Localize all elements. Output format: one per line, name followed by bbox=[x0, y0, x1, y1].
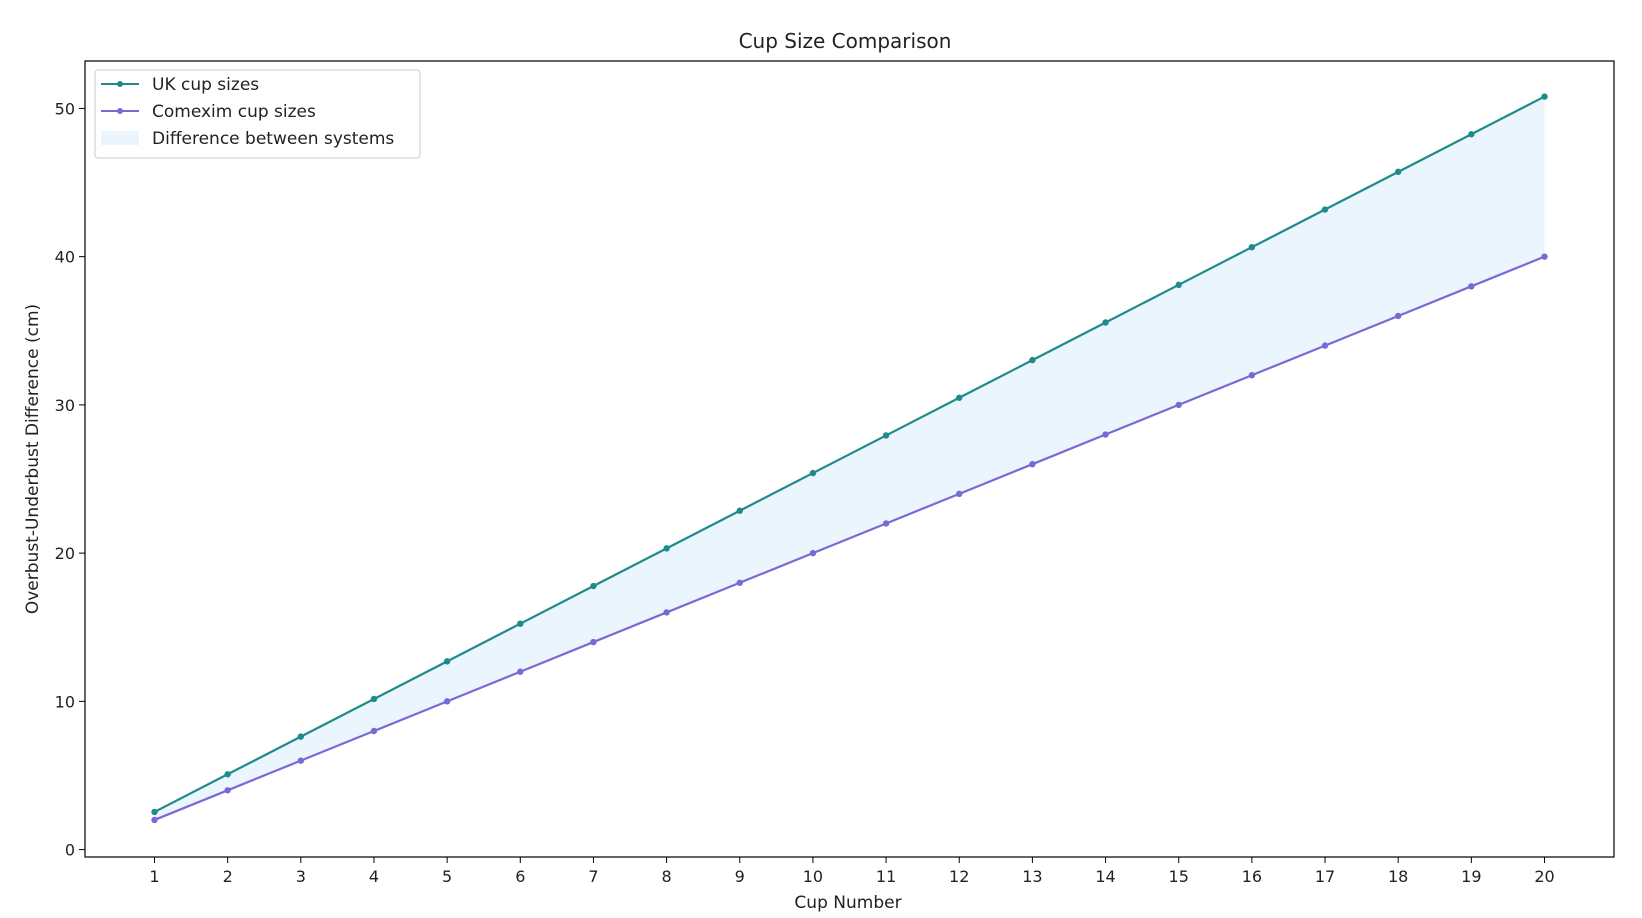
difference-area bbox=[154, 96, 1545, 820]
data-point-comexim bbox=[590, 638, 597, 646]
series-line-uk bbox=[153, 95, 1546, 813]
data-point-uk bbox=[443, 658, 451, 665]
data-point-uk bbox=[809, 469, 817, 477]
data-point-uk bbox=[663, 545, 670, 552]
data-point-comexim bbox=[956, 490, 963, 498]
x-tick-label: 16 bbox=[1242, 867, 1262, 886]
data-point-uk bbox=[1102, 319, 1109, 326]
data-point-comexim bbox=[443, 698, 451, 705]
data-point-uk bbox=[1175, 281, 1182, 289]
data-point-uk bbox=[736, 507, 743, 514]
y-axis-label: Overbust-Underbust Difference (cm) bbox=[23, 304, 43, 614]
x-tick-label: 5 bbox=[442, 867, 452, 886]
data-point-uk bbox=[1468, 131, 1475, 138]
data-point-comexim bbox=[517, 668, 524, 675]
data-point-uk bbox=[1321, 206, 1329, 213]
data-point-comexim bbox=[370, 727, 378, 735]
x-tick-label: 19 bbox=[1461, 867, 1481, 886]
data-point-uk bbox=[1541, 93, 1548, 100]
data-point-comexim bbox=[1321, 342, 1329, 349]
x-axis: 1 2 3 4 5 6 7 8 9 10 11 12 13 14 15 16 17 18 19 20 bbox=[149, 857, 1555, 886]
y-tick-label: 40 bbox=[55, 248, 75, 267]
y-tick-label: 20 bbox=[55, 544, 75, 563]
data-point-comexim bbox=[882, 520, 890, 527]
data-point-comexim bbox=[1468, 283, 1475, 290]
data-point-uk bbox=[882, 432, 890, 439]
data-point-comexim bbox=[1102, 431, 1109, 438]
x-tick-label: 7 bbox=[588, 867, 598, 886]
x-tick-label: 8 bbox=[662, 867, 672, 886]
legend-label-comexim: Comexim cup sizes bbox=[152, 102, 316, 122]
x-tick-label: 15 bbox=[1169, 867, 1189, 886]
data-point-uk bbox=[1029, 356, 1036, 364]
data-point-uk bbox=[151, 808, 158, 816]
x-tick-label: 18 bbox=[1388, 867, 1408, 886]
legend-label-difference: Difference between systems bbox=[152, 129, 394, 149]
y-tick-label: 0 bbox=[65, 841, 75, 860]
data-point-uk bbox=[956, 394, 963, 401]
x-axis-label: Cup Number bbox=[794, 893, 901, 913]
data-point-uk bbox=[1248, 243, 1256, 251]
x-tick-label: 6 bbox=[515, 867, 525, 886]
legend-marker-uk bbox=[117, 81, 123, 87]
data-point-uk bbox=[224, 771, 231, 778]
plot-frame bbox=[84, 60, 1615, 858]
data-point-comexim bbox=[224, 787, 231, 794]
data-point-comexim bbox=[663, 609, 670, 616]
x-tick-label: 3 bbox=[296, 867, 306, 886]
data-point-comexim bbox=[1541, 253, 1548, 260]
x-tick-label: 11 bbox=[876, 867, 896, 886]
data-point-comexim bbox=[1394, 312, 1402, 320]
legend: UK cup sizes Comexim cup sizes Differenc… bbox=[94, 69, 421, 159]
x-tick-label: 17 bbox=[1315, 867, 1335, 886]
data-point-comexim bbox=[736, 579, 743, 586]
x-tick-label: 1 bbox=[149, 867, 159, 886]
chart-title: Cup Size Comparison bbox=[739, 29, 952, 53]
difference-fill-layer bbox=[154, 96, 1545, 820]
y-axis: 0 10 20 30 40 50 bbox=[55, 99, 85, 860]
series-layer bbox=[151, 93, 1548, 824]
x-tick-label: 20 bbox=[1534, 867, 1554, 886]
data-point-comexim bbox=[1175, 401, 1182, 409]
data-point-comexim bbox=[1029, 460, 1036, 468]
y-tick-label: 10 bbox=[55, 692, 75, 711]
legend-box bbox=[94, 69, 421, 159]
data-point-uk bbox=[517, 620, 524, 627]
data-point-uk bbox=[370, 695, 378, 703]
y-tick-label: 50 bbox=[55, 99, 75, 118]
x-tick-label: 2 bbox=[223, 867, 233, 886]
x-tick-label: 10 bbox=[803, 867, 823, 886]
data-point-uk bbox=[1394, 168, 1402, 176]
series-line-comexim bbox=[154, 255, 1545, 821]
data-point-comexim bbox=[151, 816, 158, 824]
data-point-comexim bbox=[297, 757, 305, 764]
legend-patch-difference bbox=[101, 131, 139, 145]
data-point-comexim bbox=[1248, 372, 1256, 379]
legend-label-uk: UK cup sizes bbox=[152, 75, 259, 95]
x-tick-label: 14 bbox=[1095, 867, 1115, 886]
x-tick-label: 4 bbox=[369, 867, 379, 886]
x-tick-label: 12 bbox=[949, 867, 969, 886]
y-tick-label: 30 bbox=[55, 396, 75, 415]
data-point-uk bbox=[590, 582, 597, 590]
data-point-comexim bbox=[809, 549, 817, 557]
x-tick-label: 13 bbox=[1022, 867, 1042, 886]
x-tick-label: 9 bbox=[735, 867, 745, 886]
data-point-uk bbox=[297, 733, 305, 740]
legend-marker-comexim bbox=[117, 108, 123, 114]
